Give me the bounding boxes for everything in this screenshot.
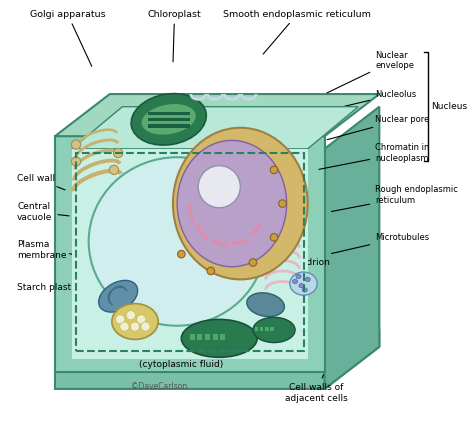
Ellipse shape xyxy=(109,165,118,175)
Ellipse shape xyxy=(253,317,295,343)
Ellipse shape xyxy=(182,319,257,357)
Polygon shape xyxy=(148,112,190,115)
Text: Chloroplast: Chloroplast xyxy=(190,300,241,323)
Text: Chloroplast: Chloroplast xyxy=(148,9,201,62)
Text: Cell walls of
adjacent cells: Cell walls of adjacent cells xyxy=(285,375,347,403)
Polygon shape xyxy=(72,149,308,360)
Text: Smooth endoplasmic reticulum: Smooth endoplasmic reticulum xyxy=(223,9,371,54)
Text: ©DaveCarlson: ©DaveCarlson xyxy=(131,382,187,391)
Text: Nuclear pore: Nuclear pore xyxy=(327,115,429,139)
Text: Nuclear
envelope: Nuclear envelope xyxy=(327,50,414,93)
Text: Mitochondrion: Mitochondrion xyxy=(265,258,330,294)
Ellipse shape xyxy=(270,166,278,174)
Polygon shape xyxy=(205,334,210,340)
Ellipse shape xyxy=(207,267,215,275)
Ellipse shape xyxy=(290,272,317,295)
Text: Central
vacuole: Central vacuole xyxy=(17,202,69,222)
Polygon shape xyxy=(197,334,202,340)
Ellipse shape xyxy=(270,234,278,241)
Text: Microtubules: Microtubules xyxy=(331,233,429,254)
Ellipse shape xyxy=(89,157,265,326)
Polygon shape xyxy=(55,136,325,372)
Ellipse shape xyxy=(302,288,307,292)
Ellipse shape xyxy=(247,293,284,317)
Ellipse shape xyxy=(142,104,196,134)
Ellipse shape xyxy=(292,279,298,284)
Polygon shape xyxy=(325,107,379,389)
Ellipse shape xyxy=(130,322,140,331)
Text: Cytosol
(cytoplasmic fluid): Cytosol (cytoplasmic fluid) xyxy=(139,333,223,369)
Polygon shape xyxy=(212,334,218,340)
Polygon shape xyxy=(265,326,269,331)
Ellipse shape xyxy=(126,310,136,320)
Text: Starch plastid: Starch plastid xyxy=(17,283,103,292)
Polygon shape xyxy=(55,94,379,136)
Ellipse shape xyxy=(299,284,304,288)
Ellipse shape xyxy=(173,128,308,279)
Text: Nucleus: Nucleus xyxy=(431,102,467,111)
Polygon shape xyxy=(270,326,273,331)
Polygon shape xyxy=(148,124,190,128)
Ellipse shape xyxy=(141,322,150,331)
Ellipse shape xyxy=(120,322,129,331)
Ellipse shape xyxy=(114,148,123,158)
Ellipse shape xyxy=(177,140,287,267)
Ellipse shape xyxy=(131,94,206,145)
Ellipse shape xyxy=(72,157,81,166)
Text: Nucleolus: Nucleolus xyxy=(310,89,416,114)
Text: Chromatin in
nucleoplasm: Chromatin in nucleoplasm xyxy=(319,143,429,169)
Ellipse shape xyxy=(296,274,301,279)
Ellipse shape xyxy=(279,200,286,207)
Polygon shape xyxy=(55,330,379,389)
Polygon shape xyxy=(148,118,190,121)
Polygon shape xyxy=(72,107,358,149)
Text: Cell wall: Cell wall xyxy=(17,174,65,190)
Ellipse shape xyxy=(305,277,310,282)
Text: Plasma
membrane: Plasma membrane xyxy=(17,240,72,259)
Polygon shape xyxy=(260,326,264,331)
Ellipse shape xyxy=(99,280,137,312)
Ellipse shape xyxy=(249,259,257,266)
Text: Rough endoplasmic
reticulum: Rough endoplasmic reticulum xyxy=(331,185,458,212)
Ellipse shape xyxy=(112,304,158,340)
Polygon shape xyxy=(220,334,225,340)
Polygon shape xyxy=(255,326,258,331)
Ellipse shape xyxy=(116,315,125,324)
Polygon shape xyxy=(190,334,195,340)
Ellipse shape xyxy=(178,250,185,258)
Ellipse shape xyxy=(198,166,240,208)
Ellipse shape xyxy=(72,140,81,149)
Text: Golgi apparatus: Golgi apparatus xyxy=(30,9,105,66)
Ellipse shape xyxy=(137,315,146,324)
